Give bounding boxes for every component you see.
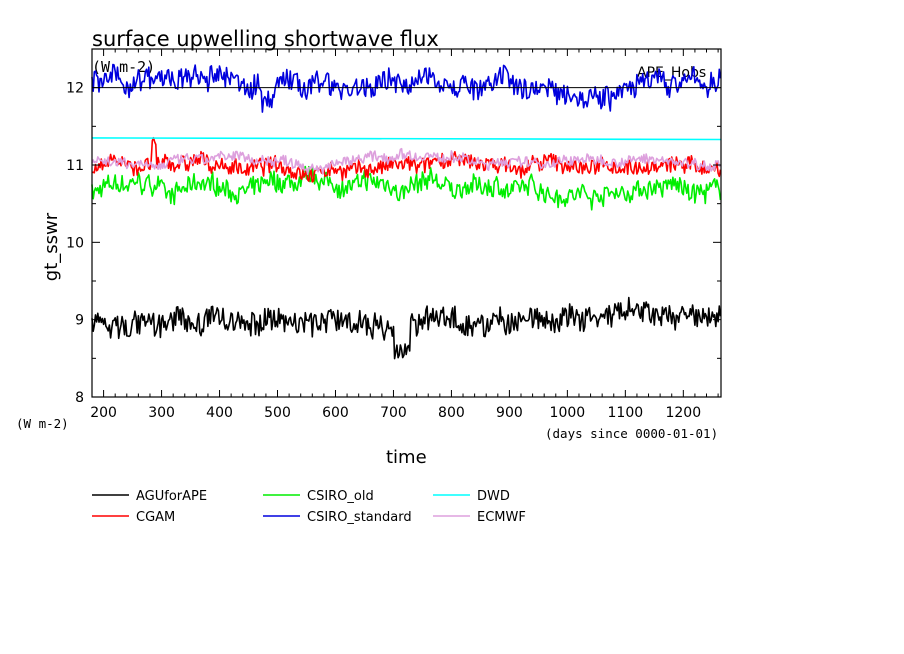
series-line-csiro-old [91, 165, 722, 211]
y-tick-label: 11 [66, 158, 84, 174]
x-axis-label: time [386, 447, 427, 468]
x-tick-label: 1200 [665, 405, 701, 421]
chart-title: surface upwelling shortwave flux [92, 27, 439, 51]
x-tick-label: 600 [322, 405, 349, 421]
x-tick-label: 700 [380, 405, 407, 421]
y-tick-label: 12 [66, 81, 84, 97]
legend-label: CSIRO_standard [307, 510, 412, 525]
y-axis: 8 9 10 11 12 [66, 81, 721, 406]
x-tick-label: 800 [438, 405, 465, 421]
x-tick-label: 1000 [550, 405, 586, 421]
series-line-csiro-standard [91, 63, 722, 113]
legend-label: AGUforAPE [136, 489, 207, 504]
y-tick-label: 8 [75, 390, 84, 406]
x-tick-label: 1100 [608, 405, 644, 421]
series-line-aguforape [91, 296, 722, 360]
legend-label: CSIRO_old [307, 489, 374, 504]
legend: AGUforAPE CGAM CSIRO_old CSIRO_standard DWD E… [92, 489, 526, 525]
legend-label: DWD [477, 489, 510, 504]
legend-label: CGAM [136, 510, 175, 525]
series-layer [91, 63, 722, 360]
x-tick-label: 900 [496, 405, 523, 421]
x-axis-units: (days since 0000-01-01) [545, 426, 718, 441]
y-axis-label: gt_sswr [41, 212, 62, 281]
x-axis: 200 300 400 500 600 700 800 900 1000 1100 1200 [90, 49, 719, 421]
series-line-ecmwf [91, 147, 721, 176]
x-tick-label: 500 [264, 405, 291, 421]
x-tick-label: 400 [206, 405, 233, 421]
y-axis-units: (W m-2) [16, 416, 69, 431]
x-tick-label: 300 [148, 405, 175, 421]
y-tick-label: 9 [75, 313, 84, 329]
series-line-dwd [91, 137, 722, 141]
series-line-cgam [91, 136, 722, 183]
x-tick-label: 200 [90, 405, 117, 421]
legend-label: ECMWF [477, 510, 526, 525]
y-tick-label: 10 [66, 235, 84, 251]
plot-frame [91, 48, 722, 398]
